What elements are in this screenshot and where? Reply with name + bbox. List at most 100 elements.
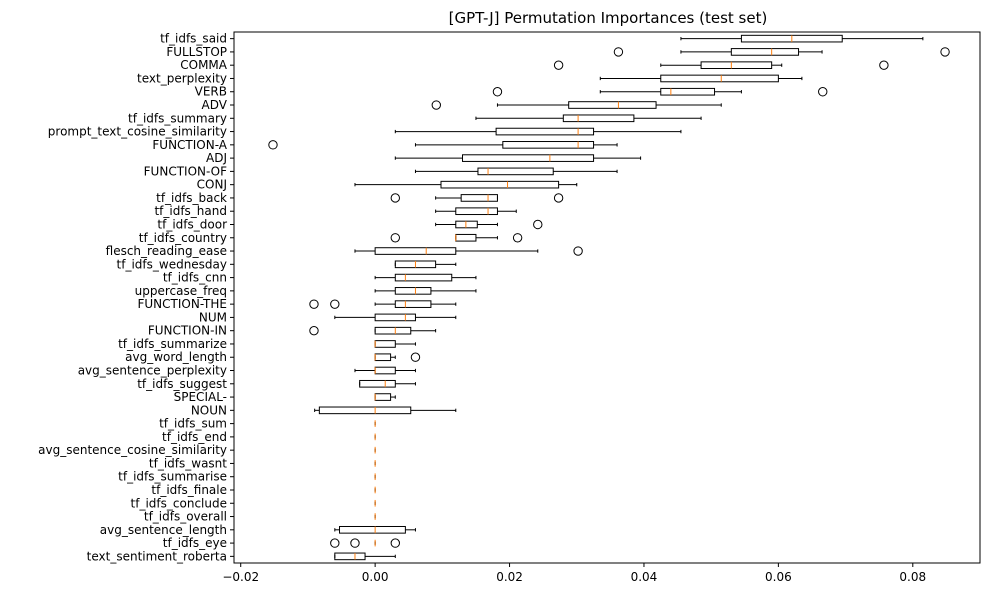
x-tick-label: 0.00 [362,570,389,584]
outlier-point [818,87,828,97]
y-tick-label: ADJ [206,151,227,165]
box [455,207,498,216]
y-tick-label: tf_idfs_back [156,191,227,205]
outlier-point [940,47,950,57]
outlier-point [879,60,889,70]
y-tick-label: tf_idfs_cnn [163,271,227,285]
y-tick-label: CONJ [197,178,227,192]
outlier-point [553,60,564,70]
y-tick-label: FUNCTION-A [152,138,227,152]
y-tick-label: flesch_reading_ease [106,244,227,258]
outlier-point [410,352,421,362]
y-tick-label: avg_word_length [125,350,227,364]
box [700,61,773,70]
y-tick-label: tf_idfs_hand [154,204,227,218]
y-tick-label: uppercase_freq [135,284,227,298]
y-tick-label: tf_idfs_summarize [118,337,227,351]
y-tick-label: prompt_text_cosine_similarity [48,125,227,139]
outlier-point [431,100,441,110]
y-tick-label: text_sentiment_roberta [87,549,227,563]
outlier-point [492,87,503,97]
y-tick-label: tf_idfs_wednesday [117,257,227,271]
outlier-point [309,325,319,336]
y-tick-label: FULLSTOP [166,45,227,59]
box [394,273,453,282]
box [440,180,560,189]
y-tick-label: tf_idfs_country [139,231,227,245]
box [374,353,392,362]
box [374,247,457,255]
box [462,154,595,162]
x-tick-label: 0.02 [496,570,523,584]
box [374,313,416,322]
outlier-point [390,233,400,243]
plot-area: −0.02 0.00 0.02 0.04 0.06 0.08 tf_idfs_saidFUL… [38,31,981,584]
box [562,114,635,123]
box [495,127,595,136]
y-tick-label: tf_idfs_said [160,32,227,46]
box [455,233,477,242]
box [374,326,412,335]
box [394,287,432,295]
box [730,48,800,56]
y-tick-label: tf_idfs_eye [163,536,227,550]
y-tick-label: tf_idfs_conclude [131,496,227,510]
y-tick-label: VERB [195,85,227,99]
outlier-point [553,193,564,203]
box [660,74,779,83]
y-tick-label: FUNCTION-IN [148,324,227,338]
y-tick-label: tf_idfs_suggest [137,377,227,391]
y-tick-label: NUM [199,310,227,324]
box [339,525,406,534]
box [394,300,432,308]
box [374,340,396,348]
y-tick-label: tf_idfs_overall [144,510,227,524]
x-tick-label: −0.02 [222,570,259,584]
outlier-point [268,140,278,150]
outlier-point [350,538,360,548]
y-tick-label: ADV [202,98,228,112]
box [374,366,396,375]
box [374,393,392,401]
outlier-point [512,233,523,243]
y-tick-label: tf_idfs_end [162,430,227,444]
box [502,141,595,149]
y-tick-label: FUNCTION-THE [138,297,228,311]
chart-title: [GPT-J] Permutation Importances (test se… [449,9,768,27]
box [477,167,554,176]
y-tick-label: avg_sentence_perplexity [78,364,227,378]
box [318,406,412,415]
plot-frame [233,31,981,564]
x-tick-label: 0.08 [899,570,926,584]
y-tick-label: tf_idfs_summary [128,111,227,125]
y-tick-label: tf_idfs_finale [151,483,227,497]
box [460,194,498,202]
box [359,379,396,388]
x-tick-label: 0.06 [765,570,792,584]
y-tick-label: tf_idfs_wasnt [149,456,227,470]
outlier-point [330,299,340,309]
y-tick-label: tf_idfs_summarise [118,470,227,484]
y-tick-label: avg_sentence_length [100,523,227,537]
box [334,552,366,561]
box [660,87,716,96]
y-tick-label: avg_sentence_cosine_similarity [38,443,227,457]
y-tick-label: tf_idfs_door [157,217,227,231]
outlier-point [573,246,583,256]
box [455,220,478,229]
outlier-point [390,538,400,548]
x-tick-label: 0.04 [631,570,658,584]
y-tick-label: text_perplexity [137,71,227,85]
box [568,101,657,109]
y-tick-label: SPECIAL- [174,390,227,404]
y-tick-label: tf_idfs_sum [159,417,227,431]
y-tick-label: COMMA [180,58,228,72]
outlier-point [613,47,624,57]
y-tick-label: NOUN [191,403,227,417]
outlier-point [330,538,340,548]
outlier-point [309,299,319,309]
y-tick-label: FUNCTION-OF [144,164,227,178]
outlier-point [390,193,400,203]
outlier-point [533,219,543,230]
